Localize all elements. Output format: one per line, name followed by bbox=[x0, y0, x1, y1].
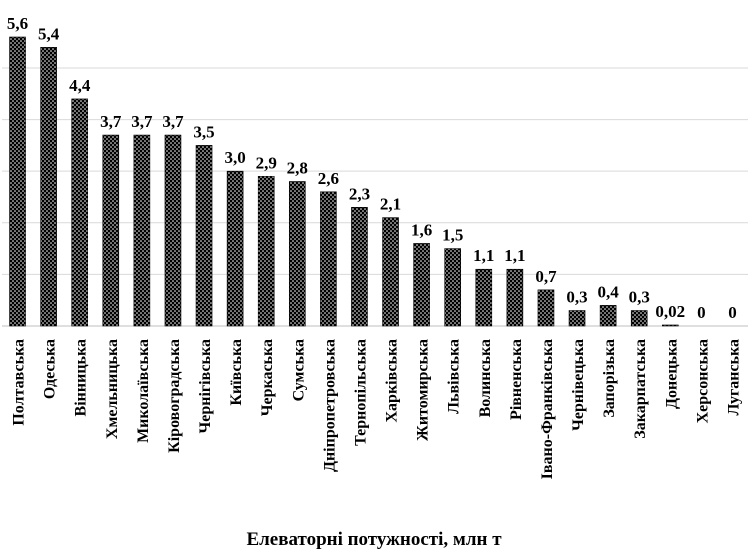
data-label: 0,3 bbox=[629, 288, 650, 307]
bar bbox=[413, 243, 430, 327]
category-label: Миколаївська bbox=[135, 339, 152, 443]
category-label: Запорізька bbox=[601, 339, 618, 418]
data-label: 2,6 bbox=[318, 169, 339, 188]
data-label: 0,7 bbox=[535, 267, 557, 286]
category-label: Черкаська bbox=[259, 339, 276, 416]
bar bbox=[195, 145, 213, 327]
data-label: 1,6 bbox=[411, 220, 432, 239]
data-label: 5,4 bbox=[38, 24, 60, 43]
bar bbox=[288, 181, 306, 327]
bar bbox=[133, 134, 151, 327]
bars bbox=[9, 36, 679, 327]
data-label: 3,5 bbox=[193, 122, 214, 141]
data-label: 3,7 bbox=[131, 112, 153, 131]
category-labels: Полтавська Одеська Вінницька Хмельницька Мик… bbox=[11, 339, 743, 479]
bar bbox=[382, 217, 399, 327]
data-label: 0 bbox=[728, 303, 737, 322]
bar bbox=[475, 268, 493, 327]
bar bbox=[537, 289, 555, 327]
category-label: Харківська bbox=[384, 339, 401, 423]
category-label: Волинська bbox=[477, 339, 494, 417]
bar bbox=[40, 47, 57, 327]
category-label: Полтавська bbox=[11, 339, 28, 426]
data-label: 0,02 bbox=[655, 302, 685, 321]
gridlines bbox=[2, 67, 748, 327]
category-label: Тернопільська bbox=[352, 339, 369, 446]
data-label: 0 bbox=[697, 303, 706, 322]
category-label: Хмельницька bbox=[104, 339, 121, 439]
data-label: 0,4 bbox=[598, 282, 620, 301]
bar bbox=[599, 305, 617, 327]
data-label: 4,4 bbox=[69, 76, 91, 95]
bar bbox=[164, 134, 182, 327]
category-label: Київська bbox=[228, 339, 245, 406]
category-label: Луганська bbox=[725, 339, 742, 416]
bar bbox=[444, 248, 462, 327]
category-label: Чернівецька bbox=[570, 339, 587, 431]
data-label: 1,1 bbox=[504, 246, 525, 265]
data-label: 2,3 bbox=[349, 184, 370, 203]
bar bbox=[71, 98, 89, 327]
data-label: 5,6 bbox=[7, 14, 28, 33]
data-label: 2,8 bbox=[287, 159, 308, 178]
data-label: 2,1 bbox=[380, 195, 401, 214]
data-label: 3,0 bbox=[225, 148, 246, 167]
bar bbox=[351, 207, 368, 327]
bar bbox=[320, 191, 337, 327]
value-labels: 5,6 5,4 4,4 3,7 3,7 3,7 3,5 3,0 2,9 2,8 2,6 2,3 2,1 1… bbox=[7, 14, 737, 322]
bar bbox=[226, 170, 244, 327]
data-label: 2,9 bbox=[256, 153, 277, 172]
category-label: Закарпатська bbox=[632, 339, 649, 439]
category-label: Вінницька bbox=[73, 339, 90, 416]
data-label: 3,7 bbox=[162, 112, 184, 131]
bar bbox=[661, 324, 679, 327]
category-label: Львівська bbox=[446, 339, 463, 414]
category-label: Кіровоградська bbox=[166, 339, 183, 453]
category-label: Херсонська bbox=[694, 339, 711, 423]
category-label: Івано-Франківська bbox=[539, 339, 556, 479]
category-label: Одеська bbox=[42, 339, 59, 399]
data-label: 3,7 bbox=[100, 112, 122, 131]
bar bbox=[506, 268, 524, 327]
category-label: Донецька bbox=[663, 339, 680, 409]
bar bbox=[102, 134, 120, 327]
category-label: Житомирська bbox=[415, 339, 432, 441]
bar bbox=[9, 36, 26, 327]
bar bbox=[630, 310, 648, 327]
bar bbox=[257, 176, 275, 327]
data-label: 1,5 bbox=[442, 226, 463, 245]
x-axis-title: Елеваторні потужності, млн т bbox=[246, 529, 502, 550]
category-label: Чернігівська bbox=[197, 339, 214, 434]
data-label: 0,3 bbox=[566, 288, 587, 307]
category-label: Дніпропетровська bbox=[321, 339, 338, 472]
category-label: Сумська bbox=[290, 339, 307, 401]
bar bbox=[568, 310, 586, 327]
data-label: 1,1 bbox=[473, 246, 494, 265]
category-label: Рівненська bbox=[508, 339, 525, 420]
